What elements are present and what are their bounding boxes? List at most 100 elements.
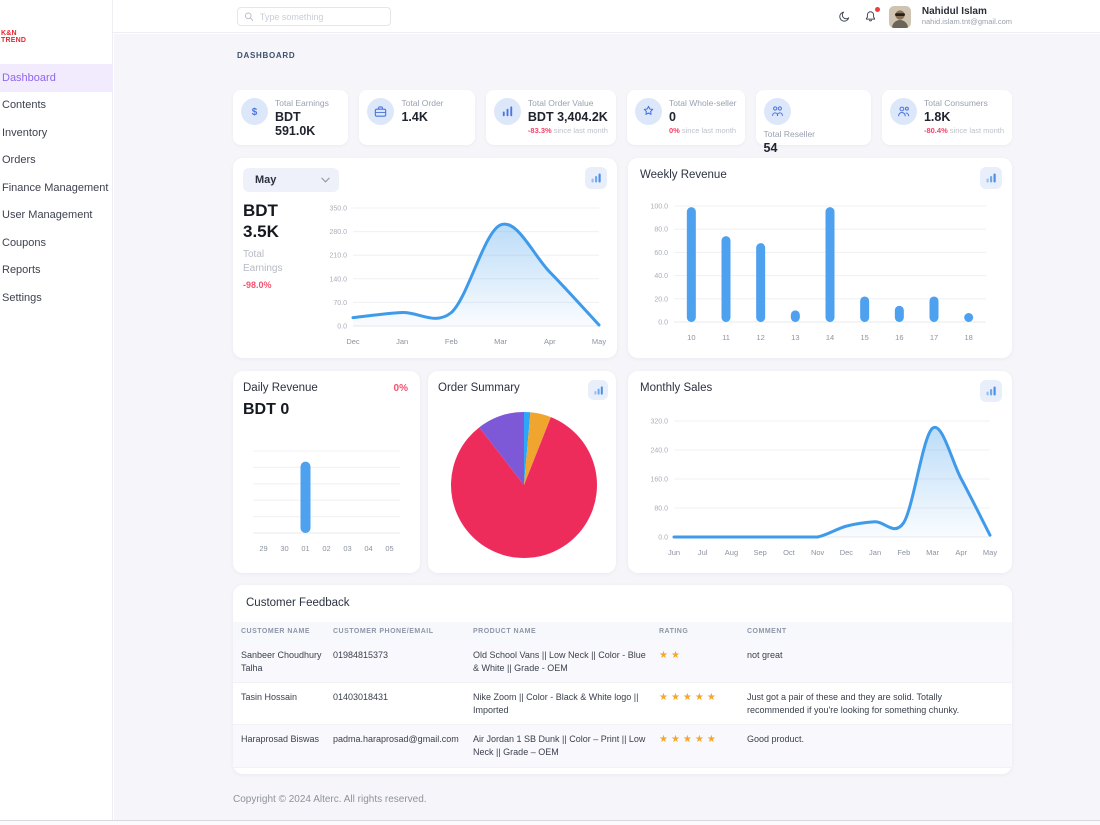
svg-text:Apr: Apr bbox=[955, 548, 967, 557]
brand-logo: K&N TREND bbox=[1, 30, 27, 44]
stat-value: 1.4K bbox=[401, 110, 428, 124]
column-header: CUSTOMER NAME bbox=[241, 628, 310, 635]
sidebar-item-finance-management[interactable]: Finance Management bbox=[2, 181, 109, 194]
svg-text:10: 10 bbox=[687, 333, 695, 342]
notification-dot bbox=[874, 7, 880, 12]
user-name: Nahidul Islam bbox=[921, 6, 987, 18]
chart-type-button[interactable] bbox=[588, 380, 608, 400]
svg-text:80.0: 80.0 bbox=[654, 506, 668, 513]
svg-text:17: 17 bbox=[930, 333, 938, 342]
sidebar-item-coupons[interactable]: Coupons bbox=[2, 236, 47, 249]
briefcase-icon bbox=[367, 98, 395, 125]
table-row: Tasin Hossain 01403018431 Nike Zoom || Col… bbox=[233, 683, 1012, 726]
sidebar-item-orders[interactable]: Orders bbox=[2, 154, 36, 167]
svg-text:16: 16 bbox=[895, 333, 903, 342]
sidebar-item-settings[interactable]: Settings bbox=[2, 291, 42, 304]
svg-text:$: $ bbox=[252, 107, 258, 118]
stat-card-total-whole-seller: Total Whole-seller 0 0% since last month bbox=[626, 90, 745, 145]
badge-star-icon bbox=[634, 98, 662, 125]
stat-delta: -83.3% since last month bbox=[527, 126, 608, 135]
users-icon bbox=[889, 98, 917, 125]
chart-type-button[interactable] bbox=[585, 167, 607, 189]
stat-card-total-order-value: Total Order Value BDT 3,404.2K -83.3% sinc… bbox=[485, 90, 616, 145]
table-row: Haraprosad Biswas padma.haraprosad@gmail.… bbox=[233, 725, 1012, 768]
chart-type-button[interactable] bbox=[980, 167, 1002, 189]
bar-chart-icon bbox=[493, 98, 521, 125]
stat-value: 0 bbox=[668, 110, 676, 124]
search-box[interactable] bbox=[237, 7, 391, 26]
stat-value: BDT 591.0K bbox=[275, 110, 316, 138]
earnings-label: Total Earnings bbox=[243, 249, 283, 274]
user-info[interactable]: Nahidul Islam nahid.islam.tnt@gmail.com bbox=[922, 6, 1012, 26]
mini-bars-icon bbox=[593, 385, 603, 395]
svg-text:160.0: 160.0 bbox=[650, 477, 668, 484]
stat-label: Total Earnings bbox=[275, 98, 329, 108]
stat-card-total-order: Total Order 1.4K bbox=[359, 90, 475, 145]
svg-text:Oct: Oct bbox=[783, 548, 796, 557]
svg-text:320.0: 320.0 bbox=[650, 419, 668, 426]
mini-bars-icon bbox=[986, 386, 996, 396]
svg-text:140.0: 140.0 bbox=[329, 276, 347, 283]
svg-text:80.0: 80.0 bbox=[654, 227, 668, 234]
svg-text:14: 14 bbox=[826, 333, 834, 342]
sidebar-item-inventory[interactable]: Inventory bbox=[2, 126, 48, 139]
daily-revenue-value: BDT 0 bbox=[243, 401, 290, 418]
rating-cell: ★★★★★ bbox=[659, 691, 747, 705]
svg-text:350.0: 350.0 bbox=[329, 206, 347, 213]
weekly-revenue-title: Weekly Revenue bbox=[640, 169, 727, 181]
team-icon bbox=[763, 98, 791, 125]
customer-contact-cell: 01984815373 bbox=[333, 650, 389, 660]
window-bottom-edge bbox=[0, 820, 1100, 825]
svg-text:03: 03 bbox=[343, 544, 351, 553]
sidebar-menu: Dashboard Contents Inventory Orders Finance … bbox=[0, 64, 113, 312]
topbar: Nahidul Islam nahid.islam.tnt@gmail.com bbox=[113, 0, 1100, 33]
svg-text:Jan: Jan bbox=[869, 548, 881, 557]
daily-revenue-delta: 0% bbox=[393, 383, 408, 394]
sidebar-item-contents[interactable]: Contents bbox=[2, 99, 47, 112]
search-input[interactable] bbox=[257, 10, 384, 23]
stat-delta: 0% since last month bbox=[668, 126, 737, 135]
period-dropdown[interactable]: May bbox=[243, 168, 339, 192]
sidebar-item-reports[interactable]: Reports bbox=[2, 264, 41, 277]
sidebar-item-user-management[interactable]: User Management bbox=[2, 209, 93, 222]
stat-label: Total Order bbox=[401, 98, 444, 108]
earnings-value: 3.5K bbox=[243, 222, 279, 242]
sidebar-item-dashboard[interactable]: Dashboard bbox=[0, 64, 113, 92]
svg-text:29: 29 bbox=[259, 544, 267, 553]
customer-feedback-card: Customer Feedback CUSTOMER NAME CUSTOMER … bbox=[233, 585, 1012, 774]
earnings-chart: 350.0 280.0 210.0 140.0 70.0 0.0 Dec Jan Feb Mar A… bbox=[317, 200, 609, 357]
sidebar: K&N TREND Dashboard Contents Inventory Orde… bbox=[0, 0, 113, 820]
stat-label: Total Consumers bbox=[923, 98, 988, 108]
stat-card-total-consumers: Total Consumers 1.8K -80.4% since last mon… bbox=[881, 90, 1013, 145]
bell-icon bbox=[865, 11, 875, 22]
avatar[interactable] bbox=[888, 5, 911, 28]
product-name-cell: Air Jordan 1 SB Dunk || Color – Print ||… bbox=[473, 734, 646, 757]
table-row: Sanbeer Choudhury Talha 01984815373 Old Sc… bbox=[233, 641, 1012, 684]
svg-text:Jan: Jan bbox=[396, 337, 408, 346]
svg-text:100.0: 100.0 bbox=[650, 204, 668, 211]
star-rating-icon: ★★★★★ bbox=[659, 734, 719, 746]
svg-text:280.0: 280.0 bbox=[329, 229, 347, 236]
moon-icon bbox=[839, 11, 850, 22]
notifications-button[interactable] bbox=[863, 7, 880, 24]
svg-text:04: 04 bbox=[364, 544, 372, 553]
logo-line2: TREND bbox=[1, 36, 27, 44]
daily-revenue-title: Daily Revenue bbox=[243, 382, 318, 394]
chart-type-button[interactable] bbox=[980, 380, 1002, 402]
svg-text:Mar: Mar bbox=[926, 548, 939, 557]
svg-text:40.0: 40.0 bbox=[654, 273, 668, 280]
comment-cell: not great bbox=[747, 650, 783, 660]
svg-text:Mar: Mar bbox=[494, 337, 507, 346]
svg-text:240.0: 240.0 bbox=[650, 448, 668, 455]
chevron-down-icon bbox=[321, 177, 330, 183]
dark-mode-toggle[interactable] bbox=[837, 9, 852, 24]
svg-text:Dec: Dec bbox=[346, 337, 360, 346]
feedback-table-header: CUSTOMER NAME CUSTOMER PHONE/EMAIL PRODUCT… bbox=[233, 622, 1012, 641]
svg-text:13: 13 bbox=[791, 333, 799, 342]
customer-contact-cell: 01403018431 bbox=[333, 692, 389, 703]
monthly-sales-chart: 320.0 240.0 160.0 80.0 0.0 Jun Jul Aug Sep Oct Nov… bbox=[636, 411, 1004, 572]
stat-label: Total Whole-seller bbox=[668, 98, 737, 108]
star-rating-icon: ★★ bbox=[659, 650, 683, 661]
svg-text:12: 12 bbox=[756, 333, 764, 342]
earnings-amount: BDT 3.5K bbox=[243, 200, 279, 243]
